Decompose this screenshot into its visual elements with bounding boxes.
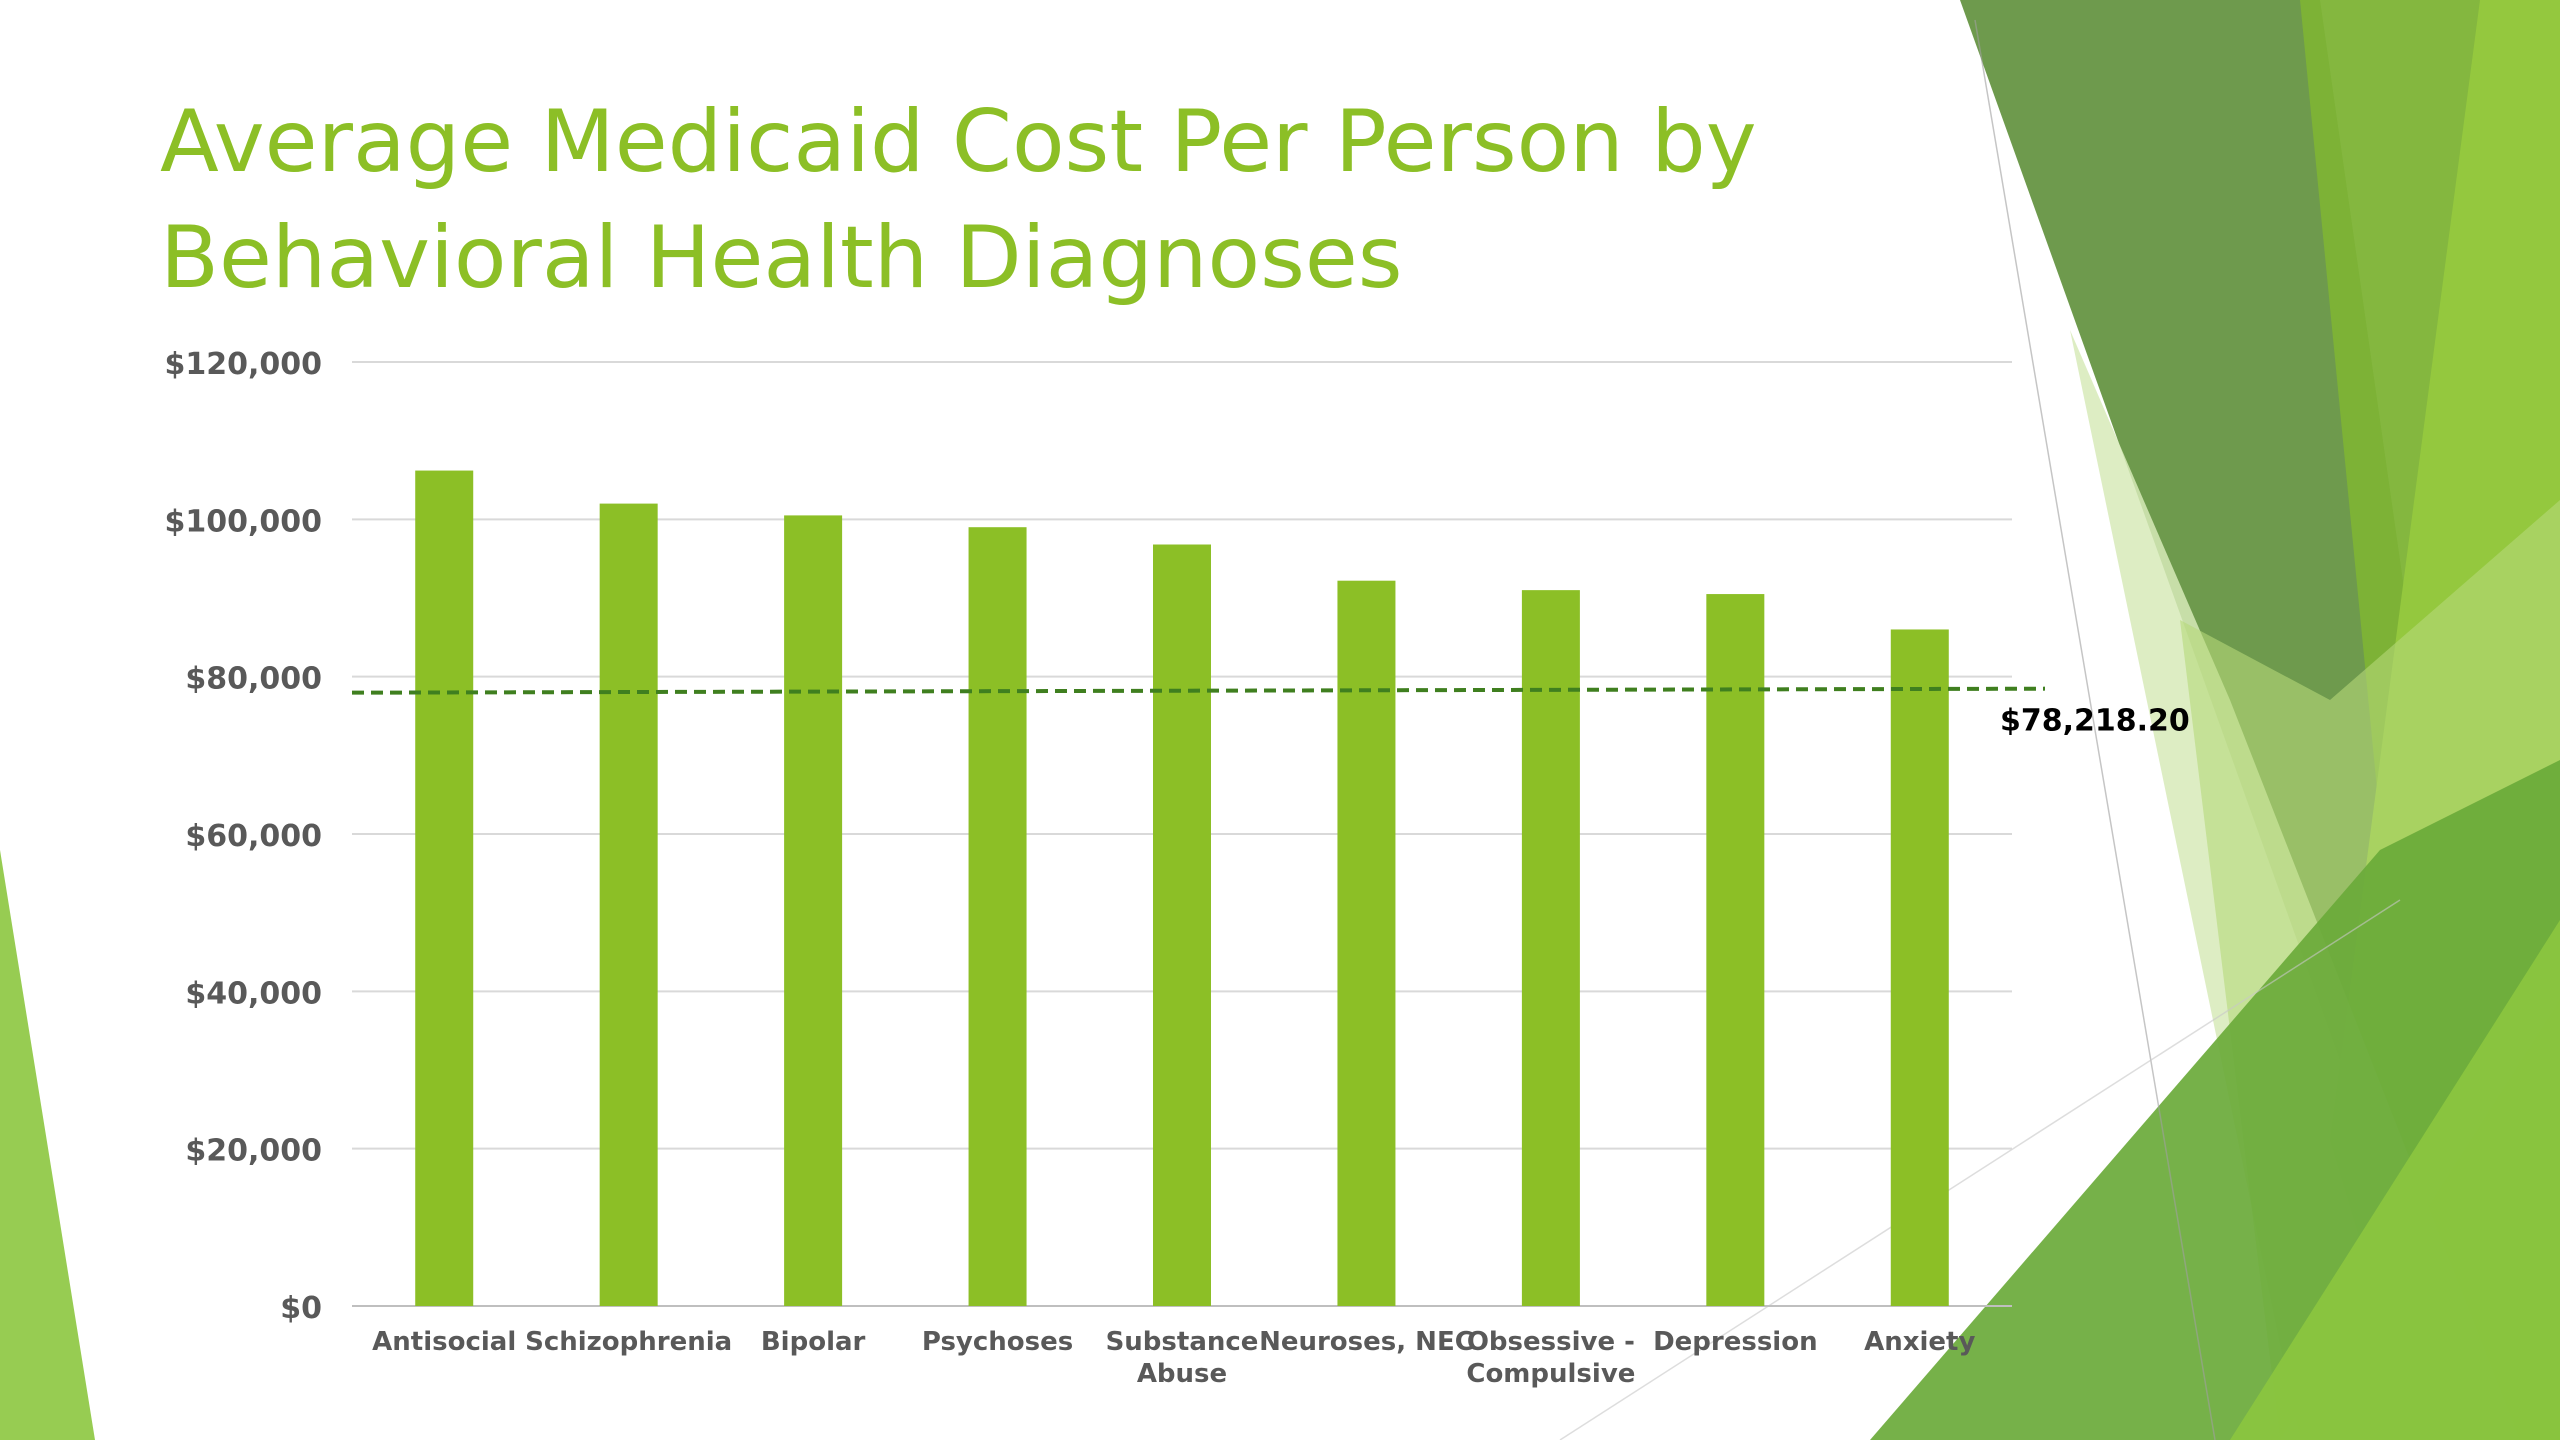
bar: [599, 503, 658, 1307]
slide-title-line-1: Average Medicaid Cost Per Person by: [160, 92, 1757, 192]
average-reference-label: $78,218.20: [2000, 704, 2190, 739]
y-tick-label: $120,000: [164, 347, 322, 382]
x-tick-label: Schizophrenia: [525, 1327, 732, 1357]
x-tick-label: Depression: [1653, 1327, 1818, 1357]
y-tick-label: $40,000: [185, 976, 322, 1011]
slide-title: Average Medicaid Cost Per Person by Beha…: [160, 84, 1960, 316]
y-tick-label: $100,000: [164, 504, 322, 539]
bar: [1706, 594, 1765, 1306]
x-tick-label: Substance Abuse: [1106, 1327, 1259, 1389]
x-tick-label: Antisocial: [372, 1327, 516, 1357]
left-edge-shape: [0, 850, 95, 1440]
bar: [415, 470, 474, 1306]
bar: [968, 527, 1027, 1306]
thin-diagonal-line-1: [1974, 19, 2216, 1440]
y-tick-label: $20,000: [185, 1134, 322, 1169]
slide-title-line-2: Behavioral Health Diagnoses: [160, 208, 1403, 308]
y-tick-label: $60,000: [185, 819, 322, 854]
y-tick-label: $80,000: [185, 662, 322, 697]
bottom-facet-light: [2230, 920, 2560, 1440]
average-reference-line: [351, 686, 2046, 695]
bar: [1337, 580, 1396, 1306]
bar: [1153, 544, 1211, 1306]
axis-labels: $0 $20,000 $40,000 $60,000 $80,000 $100,000 $1…: [164, 347, 1975, 1389]
reference-line-group: $78,218.20: [351, 686, 2190, 739]
x-tick-label: Neuroses, NEC: [1259, 1327, 1474, 1357]
y-tick-label: $0: [280, 1291, 322, 1326]
bars: [415, 470, 1949, 1307]
x-tick-label: Obsessive -Compulsive: [1466, 1327, 1635, 1389]
x-tick-label: Psychoses: [922, 1327, 1073, 1357]
thin-diagonal-line-2: [1559, 899, 2401, 1440]
x-tick-label: Anxiety: [1864, 1327, 1975, 1357]
bar: [1890, 629, 1949, 1306]
bar: [784, 515, 843, 1306]
x-tick-label: Bipolar: [761, 1327, 866, 1357]
bar: [1521, 590, 1580, 1306]
